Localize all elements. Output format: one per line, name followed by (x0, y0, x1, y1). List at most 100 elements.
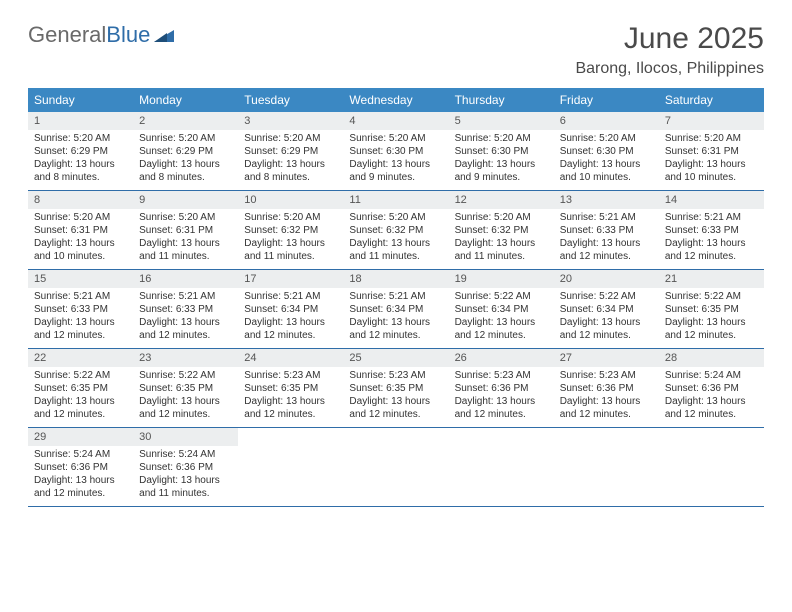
sunrise-text: Sunrise: 5:22 AM (665, 290, 758, 303)
sunset-text: Sunset: 6:33 PM (139, 303, 232, 316)
sunset-text: Sunset: 6:32 PM (349, 224, 442, 237)
day-body: Sunrise: 5:22 AMSunset: 6:35 PMDaylight:… (659, 288, 764, 346)
weekday-header: Saturday (659, 88, 764, 112)
daylight-text-2: and 9 minutes. (455, 171, 548, 184)
daylight-text-2: and 11 minutes. (349, 250, 442, 263)
sunrise-text: Sunrise: 5:22 AM (34, 369, 127, 382)
logo-text: GeneralBlue (28, 22, 150, 48)
day-number: 11 (343, 191, 448, 209)
sunset-text: Sunset: 6:30 PM (560, 145, 653, 158)
daylight-text-1: Daylight: 13 hours (34, 395, 127, 408)
sunrise-text: Sunrise: 5:23 AM (455, 369, 548, 382)
day-cell: 9Sunrise: 5:20 AMSunset: 6:31 PMDaylight… (133, 191, 238, 269)
daylight-text-2: and 12 minutes. (455, 408, 548, 421)
daylight-text-1: Daylight: 13 hours (34, 158, 127, 171)
daylight-text-1: Daylight: 13 hours (34, 316, 127, 329)
day-body: Sunrise: 5:21 AMSunset: 6:33 PMDaylight:… (28, 288, 133, 346)
daylight-text-1: Daylight: 13 hours (560, 237, 653, 250)
day-number: 27 (554, 349, 659, 367)
day-number: 25 (343, 349, 448, 367)
day-body: Sunrise: 5:20 AMSunset: 6:32 PMDaylight:… (343, 209, 448, 267)
day-cell: 10Sunrise: 5:20 AMSunset: 6:32 PMDayligh… (238, 191, 343, 269)
day-cell: 12Sunrise: 5:20 AMSunset: 6:32 PMDayligh… (449, 191, 554, 269)
sunset-text: Sunset: 6:36 PM (139, 461, 232, 474)
week-row: 1Sunrise: 5:20 AMSunset: 6:29 PMDaylight… (28, 112, 764, 191)
daylight-text-1: Daylight: 13 hours (455, 237, 548, 250)
day-cell: 28Sunrise: 5:24 AMSunset: 6:36 PMDayligh… (659, 349, 764, 427)
day-cell: 7Sunrise: 5:20 AMSunset: 6:31 PMDaylight… (659, 112, 764, 190)
sunrise-text: Sunrise: 5:20 AM (244, 211, 337, 224)
sunset-text: Sunset: 6:33 PM (560, 224, 653, 237)
day-number: 8 (28, 191, 133, 209)
day-cell: 3Sunrise: 5:20 AMSunset: 6:29 PMDaylight… (238, 112, 343, 190)
week-row: 22Sunrise: 5:22 AMSunset: 6:35 PMDayligh… (28, 349, 764, 428)
week-row: 15Sunrise: 5:21 AMSunset: 6:33 PMDayligh… (28, 270, 764, 349)
sunrise-text: Sunrise: 5:24 AM (665, 369, 758, 382)
sunrise-text: Sunrise: 5:23 AM (244, 369, 337, 382)
day-number: 9 (133, 191, 238, 209)
sunrise-text: Sunrise: 5:20 AM (349, 132, 442, 145)
daylight-text-2: and 12 minutes. (244, 408, 337, 421)
day-body: Sunrise: 5:20 AMSunset: 6:29 PMDaylight:… (28, 130, 133, 188)
weekday-header: Friday (554, 88, 659, 112)
daylight-text-1: Daylight: 13 hours (139, 395, 232, 408)
day-cell-empty (659, 428, 764, 506)
daylight-text-1: Daylight: 13 hours (349, 158, 442, 171)
day-body: Sunrise: 5:22 AMSunset: 6:34 PMDaylight:… (554, 288, 659, 346)
day-cell-empty (343, 428, 448, 506)
logo: GeneralBlue (28, 22, 174, 48)
daylight-text-2: and 12 minutes. (349, 329, 442, 342)
day-body: Sunrise: 5:20 AMSunset: 6:31 PMDaylight:… (28, 209, 133, 267)
daylight-text-1: Daylight: 13 hours (349, 316, 442, 329)
day-cell: 5Sunrise: 5:20 AMSunset: 6:30 PMDaylight… (449, 112, 554, 190)
daylight-text-2: and 12 minutes. (560, 408, 653, 421)
day-number: 28 (659, 349, 764, 367)
sunset-text: Sunset: 6:36 PM (560, 382, 653, 395)
daylight-text-2: and 10 minutes. (665, 171, 758, 184)
daylight-text-2: and 12 minutes. (34, 487, 127, 500)
daylight-text-1: Daylight: 13 hours (349, 395, 442, 408)
day-cell: 16Sunrise: 5:21 AMSunset: 6:33 PMDayligh… (133, 270, 238, 348)
day-body: Sunrise: 5:23 AMSunset: 6:35 PMDaylight:… (343, 367, 448, 425)
day-number: 20 (554, 270, 659, 288)
daylight-text-2: and 12 minutes. (665, 408, 758, 421)
sunset-text: Sunset: 6:30 PM (455, 145, 548, 158)
day-cell: 25Sunrise: 5:23 AMSunset: 6:35 PMDayligh… (343, 349, 448, 427)
day-number: 5 (449, 112, 554, 130)
daylight-text-2: and 12 minutes. (665, 329, 758, 342)
sunrise-text: Sunrise: 5:20 AM (560, 132, 653, 145)
day-body: Sunrise: 5:20 AMSunset: 6:31 PMDaylight:… (133, 209, 238, 267)
daylight-text-1: Daylight: 13 hours (455, 158, 548, 171)
month-title: June 2025 (575, 22, 764, 56)
sunrise-text: Sunrise: 5:24 AM (34, 448, 127, 461)
day-cell: 26Sunrise: 5:23 AMSunset: 6:36 PMDayligh… (449, 349, 554, 427)
sunrise-text: Sunrise: 5:21 AM (139, 290, 232, 303)
day-cell: 22Sunrise: 5:22 AMSunset: 6:35 PMDayligh… (28, 349, 133, 427)
day-body: Sunrise: 5:21 AMSunset: 6:34 PMDaylight:… (238, 288, 343, 346)
weeks-container: 1Sunrise: 5:20 AMSunset: 6:29 PMDaylight… (28, 112, 764, 507)
sunset-text: Sunset: 6:33 PM (34, 303, 127, 316)
daylight-text-1: Daylight: 13 hours (244, 158, 337, 171)
daylight-text-2: and 12 minutes. (349, 408, 442, 421)
day-cell-empty (449, 428, 554, 506)
location-subtitle: Barong, Ilocos, Philippines (575, 60, 764, 78)
daylight-text-2: and 11 minutes. (139, 487, 232, 500)
daylight-text-2: and 10 minutes. (34, 250, 127, 263)
title-block: June 2025 Barong, Ilocos, Philippines (575, 22, 764, 78)
daylight-text-1: Daylight: 13 hours (139, 158, 232, 171)
sunrise-text: Sunrise: 5:22 AM (455, 290, 548, 303)
day-number: 1 (28, 112, 133, 130)
calendar-grid: Sunday Monday Tuesday Wednesday Thursday… (28, 88, 764, 507)
daylight-text-2: and 10 minutes. (560, 171, 653, 184)
daylight-text-2: and 11 minutes. (455, 250, 548, 263)
day-body: Sunrise: 5:23 AMSunset: 6:36 PMDaylight:… (449, 367, 554, 425)
day-cell: 4Sunrise: 5:20 AMSunset: 6:30 PMDaylight… (343, 112, 448, 190)
daylight-text-2: and 8 minutes. (139, 171, 232, 184)
sunrise-text: Sunrise: 5:23 AM (349, 369, 442, 382)
daylight-text-2: and 12 minutes. (560, 329, 653, 342)
daylight-text-2: and 8 minutes. (244, 171, 337, 184)
day-cell: 19Sunrise: 5:22 AMSunset: 6:34 PMDayligh… (449, 270, 554, 348)
day-cell: 21Sunrise: 5:22 AMSunset: 6:35 PMDayligh… (659, 270, 764, 348)
sunrise-text: Sunrise: 5:21 AM (34, 290, 127, 303)
day-body: Sunrise: 5:22 AMSunset: 6:35 PMDaylight:… (133, 367, 238, 425)
